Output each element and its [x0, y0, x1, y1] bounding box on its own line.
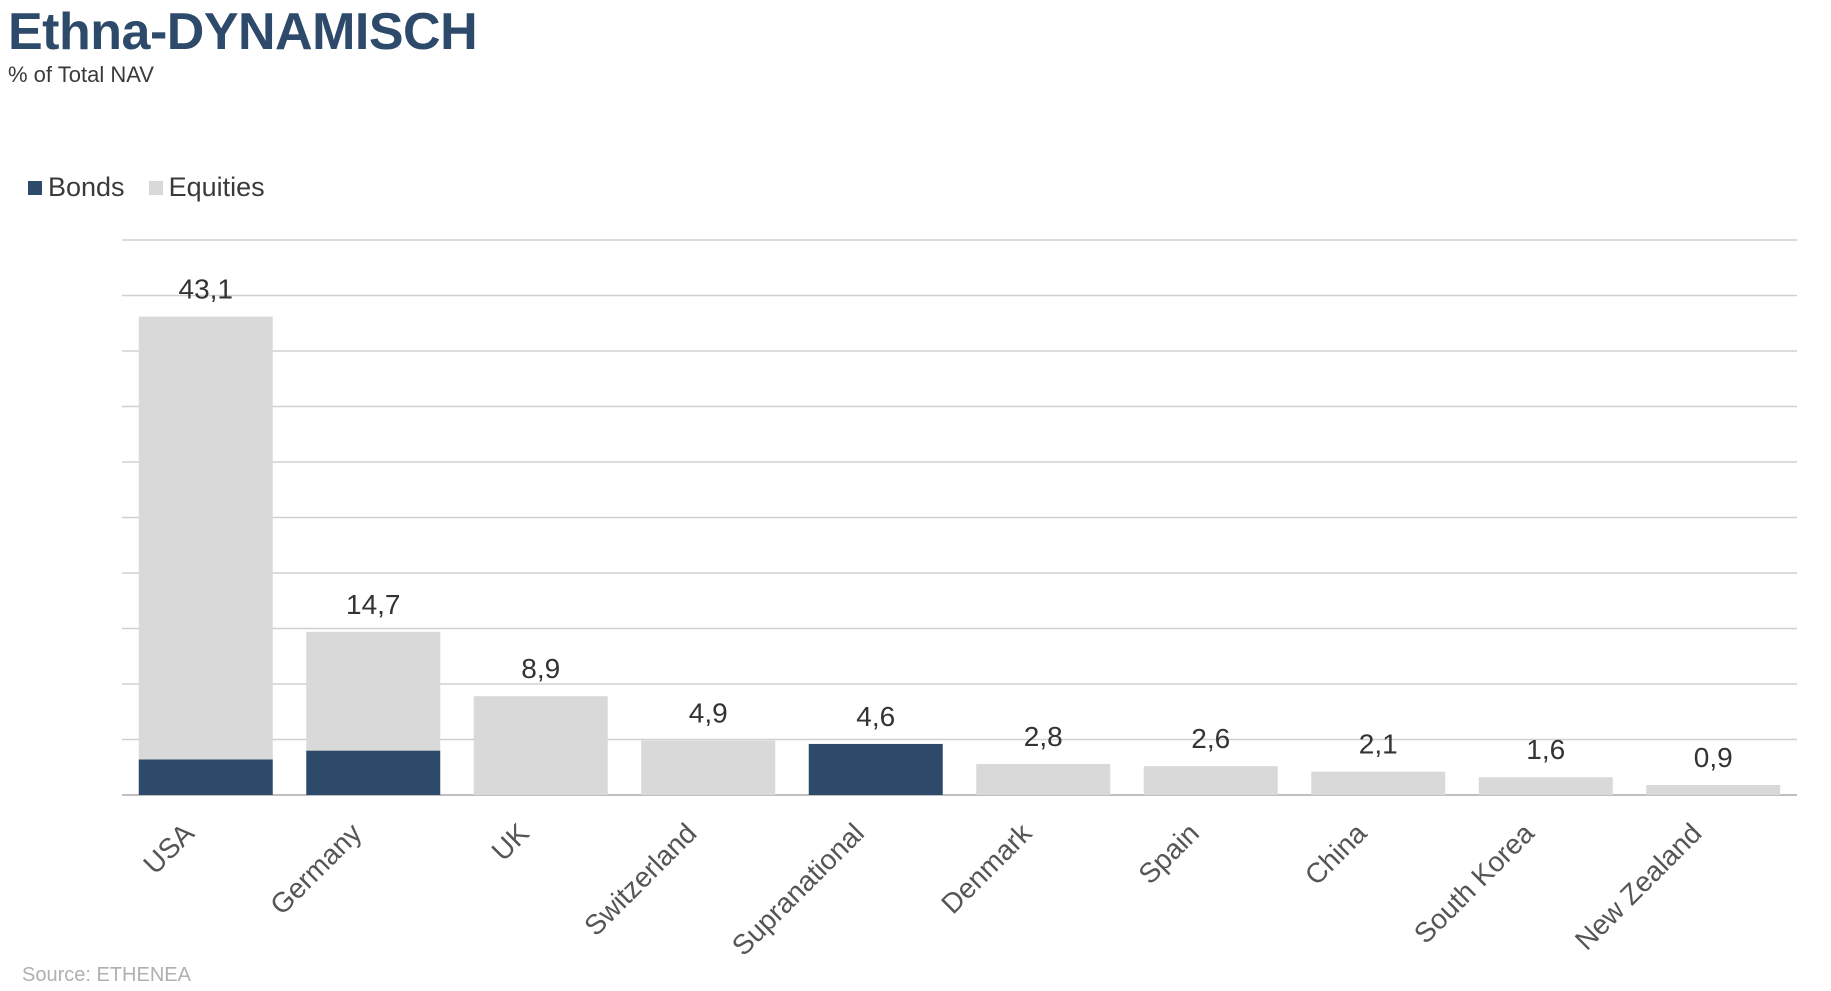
data-label: 8,9: [521, 653, 560, 684]
x-tick-label: UK: [486, 817, 536, 867]
bar-bonds-supranational: [808, 743, 943, 795]
x-tick-label: Switzerland: [578, 817, 702, 941]
data-label: 0,9: [1694, 742, 1733, 773]
chart-title: Ethna-DYNAMISCH: [8, 3, 478, 61]
bar-equities-usa: [138, 316, 273, 760]
data-label: 14,7: [346, 589, 401, 620]
data-label: 4,6: [856, 701, 895, 732]
x-tick-label: New Zealand: [1569, 817, 1708, 956]
legend: Bonds Equities: [28, 172, 289, 203]
bar-equities-new-zealand: [1646, 785, 1781, 795]
bar-equities-china: [1311, 771, 1446, 795]
bar-equities-uk: [473, 696, 608, 795]
x-tick-label: China: [1299, 817, 1373, 891]
bar-bonds-germany: [306, 750, 441, 795]
legend-swatch-equities: [148, 180, 163, 195]
x-tick-label: USA: [137, 817, 200, 880]
x-tick-label: Denmark: [935, 817, 1038, 920]
data-label: 2,8: [1024, 721, 1063, 752]
x-tick-label: Germany: [264, 817, 367, 920]
bar-equities-germany: [306, 631, 441, 751]
data-label: 43,1: [179, 274, 234, 305]
source-note: Source: ETHENEA: [22, 964, 191, 986]
x-tick-label: Spain: [1132, 817, 1205, 890]
x-tick-label: Supranational: [726, 817, 870, 961]
bar-equities-switzerland: [641, 740, 776, 795]
data-label: 2,6: [1191, 723, 1230, 754]
chart-subtitle: % of Total NAV: [8, 62, 154, 87]
bar-bonds-usa: [138, 759, 273, 795]
legend-swatch-bonds: [28, 180, 42, 195]
legend-label-bonds: Bonds: [48, 172, 125, 202]
legend-item-bonds: Bonds: [28, 172, 125, 203]
bar-equities-spain: [1143, 766, 1278, 795]
x-tick-label: South Korea: [1408, 817, 1540, 949]
legend-label-equities: Equities: [168, 172, 265, 202]
bar-equities-denmark: [976, 763, 1111, 795]
bar-equities-south-korea: [1478, 777, 1613, 795]
data-label: 1,6: [1526, 734, 1565, 765]
data-label: 4,9: [689, 698, 728, 729]
legend-item-equities: Equities: [148, 172, 265, 203]
data-label: 2,1: [1359, 729, 1398, 760]
